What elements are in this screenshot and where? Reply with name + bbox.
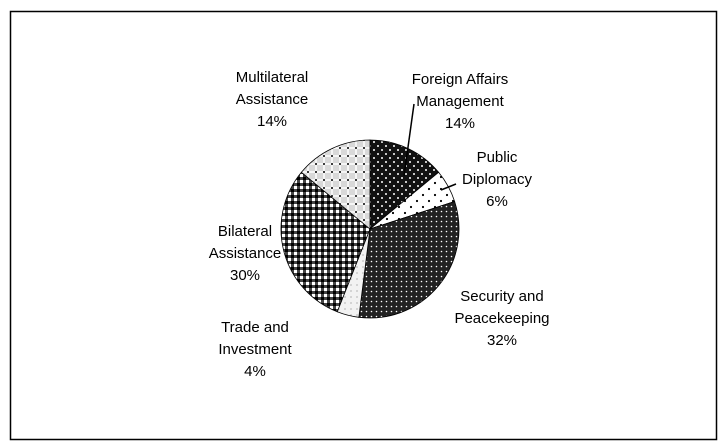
value-label: 6%: [486, 193, 508, 210]
slice-label: Security and Peacekeeping 32%: [447, 286, 557, 352]
leader-line: [403, 103, 415, 177]
frame: [9, 10, 718, 441]
category-name: Public Diplomacy: [461, 149, 533, 188]
category-name: Foreign Affairs Management: [411, 71, 509, 110]
pie-slice: [300, 139, 371, 230]
category-name: Multilateral Assistance: [235, 69, 309, 108]
slice-label: Multilateral Assistance 14%: [225, 67, 320, 133]
pie-slice: [358, 200, 460, 319]
slice-label: Foreign Affairs Management 14%: [400, 69, 520, 135]
slice-label: Bilateral Assistance 30%: [203, 221, 288, 287]
category-name: Bilateral Assistance: [208, 223, 282, 262]
category-name: Security and Peacekeeping: [454, 288, 550, 327]
category-name: Trade and Investment: [218, 319, 292, 358]
value-label: 4%: [244, 363, 266, 380]
pie-slice: [280, 171, 371, 313]
value-label: 14%: [256, 113, 288, 130]
value-label: 30%: [229, 267, 261, 284]
slice-label: Public Diplomacy 6%: [455, 147, 540, 213]
value-label: 32%: [486, 332, 518, 349]
slice-label: Trade and Investment 4%: [210, 317, 300, 383]
value-label: 14%: [444, 115, 476, 132]
leader-line: [440, 183, 457, 191]
